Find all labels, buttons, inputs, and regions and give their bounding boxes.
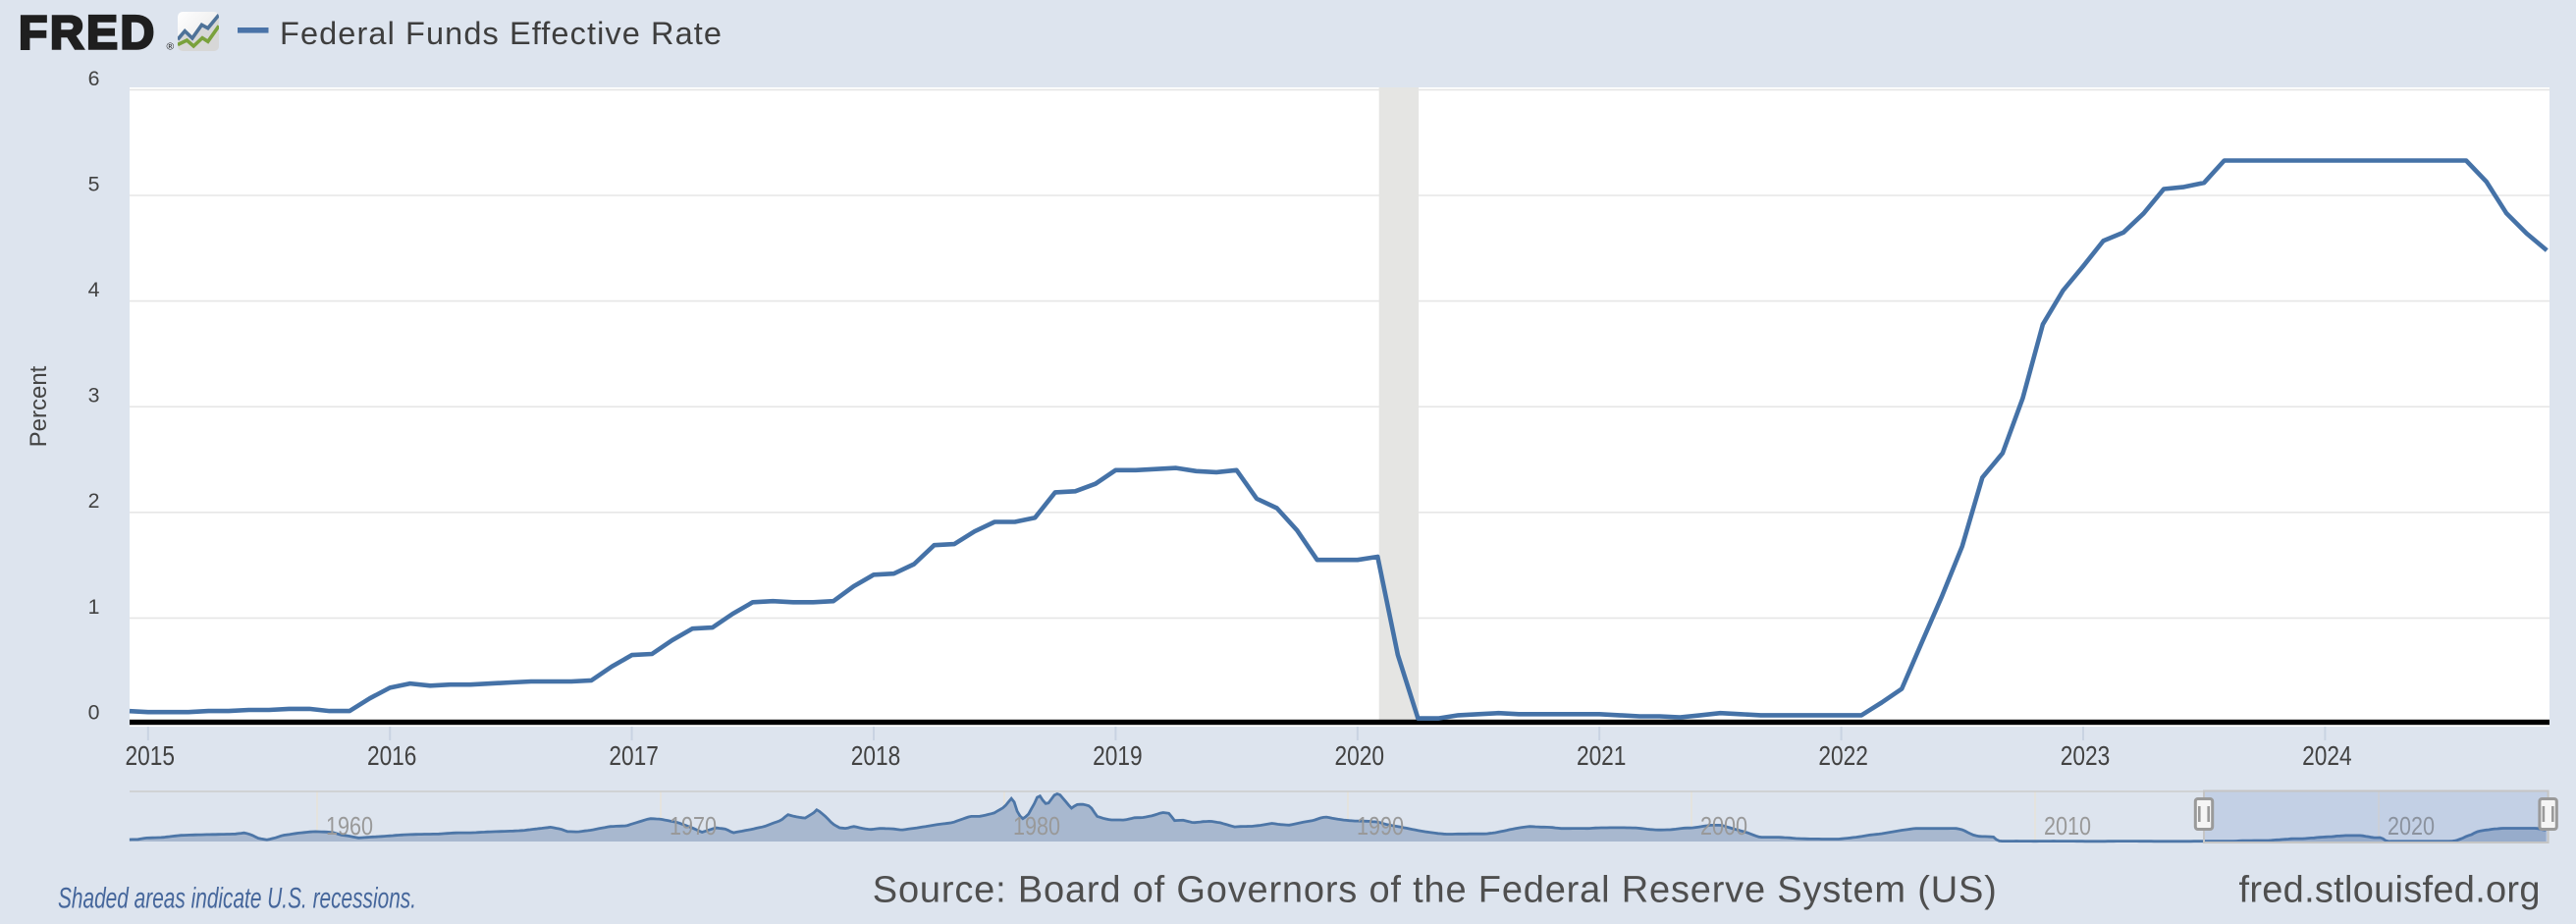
svg-text:2021: 2021: [1577, 740, 1627, 771]
svg-text:1990: 1990: [1357, 811, 1404, 841]
svg-text:Percent: Percent: [26, 365, 52, 447]
svg-text:1970: 1970: [670, 811, 717, 841]
svg-text:2023: 2023: [2061, 740, 2111, 771]
svg-text:Federal Funds Effective Rate: Federal Funds Effective Rate: [280, 16, 722, 51]
svg-text:2022: 2022: [1818, 740, 1868, 771]
svg-text:Source: Board of Governors of: Source: Board of Governors of the Federa…: [873, 870, 1997, 911]
svg-text:Shaded areas indicate U.S. rec: Shaded areas indicate U.S. recessions.: [58, 883, 416, 915]
svg-text:2000: 2000: [1700, 811, 1747, 841]
svg-text:1960: 1960: [326, 811, 373, 841]
svg-text:fred.stlouisfed.org: fred.stlouisfed.org: [2239, 870, 2541, 911]
svg-text:0: 0: [88, 700, 100, 724]
svg-text:3: 3: [88, 384, 100, 408]
svg-text:2016: 2016: [367, 740, 417, 771]
svg-text:2010: 2010: [2044, 811, 2091, 841]
svg-text:6: 6: [88, 67, 100, 90]
svg-text:2020: 2020: [2388, 811, 2435, 841]
svg-text:FRED: FRED: [19, 8, 157, 60]
svg-text:2017: 2017: [609, 740, 659, 771]
svg-text:1: 1: [88, 595, 100, 619]
svg-text:2024: 2024: [2302, 740, 2352, 771]
svg-text:2019: 2019: [1093, 740, 1143, 771]
svg-text:4: 4: [88, 278, 100, 301]
svg-text:5: 5: [88, 172, 100, 195]
svg-text:®: ®: [167, 41, 175, 53]
svg-text:2: 2: [88, 489, 100, 513]
svg-text:1980: 1980: [1013, 811, 1060, 841]
svg-text:2020: 2020: [1335, 740, 1385, 771]
svg-text:2015: 2015: [126, 740, 176, 771]
svg-text:2018: 2018: [851, 740, 901, 771]
